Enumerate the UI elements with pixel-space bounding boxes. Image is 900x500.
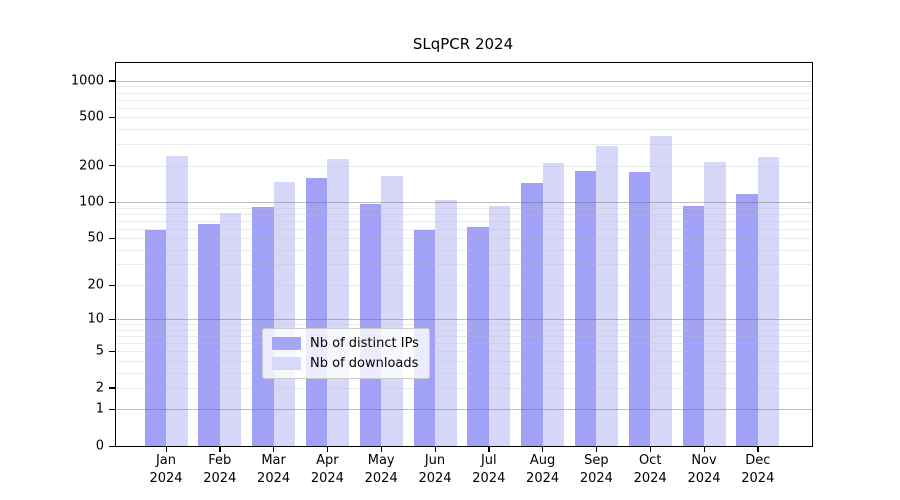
bar-downloads-aug [542, 163, 565, 446]
y-tick-label-100: 100 [79, 194, 104, 210]
gridline-minor-300 [116, 144, 812, 146]
gridline-major-1000 [116, 80, 812, 82]
y-tick-label-1000: 1000 [70, 73, 104, 89]
y-tick-1000 [109, 80, 115, 82]
y-tick-10 [109, 318, 115, 321]
bar-downloads-sep [596, 145, 618, 446]
y-tick-label-500: 500 [79, 109, 104, 125]
gridline-minor-700 [116, 99, 812, 101]
bar-downloads-feb [219, 213, 242, 446]
x-tick-label-may: May 2024 [364, 453, 398, 486]
x-tick-mar [273, 446, 275, 452]
gridline-minor-900 [116, 86, 812, 88]
x-tick-apr [326, 446, 329, 452]
y-tick-0 [109, 445, 115, 447]
y-tick-1 [109, 408, 115, 411]
x-tick-label-aug: Aug 2024 [526, 453, 560, 486]
bar-ips-dec [736, 193, 758, 446]
bar-downloads-dec [757, 157, 780, 446]
chart-title: SLqPCR 2024 [412, 35, 514, 53]
y-tick-label-200: 200 [79, 158, 104, 174]
y-tick-label-5: 5 [95, 343, 104, 359]
x-tick-aug [542, 446, 544, 452]
x-tick-label-mar: Mar 2024 [257, 453, 291, 486]
x-tick-jun [434, 446, 436, 452]
bar-ips-apr [305, 178, 328, 446]
x-tick-label-jan: Jan 2024 [149, 453, 183, 486]
legend-label-distinct-ips: Nb of distinct IPs [310, 336, 419, 351]
y-tick-label-50: 50 [87, 230, 104, 246]
bar-downloads-jan [166, 156, 188, 446]
bar-ips-jan [144, 230, 166, 446]
bar-ips-feb [198, 223, 220, 446]
x-tick-sep [595, 446, 598, 452]
bar-ips-oct [628, 171, 651, 446]
y-tick-500 [109, 116, 115, 119]
legend-item-downloads: Nb of downloads [272, 356, 419, 371]
legend-swatch-downloads [272, 357, 301, 370]
gridline-minor-400 [116, 129, 812, 131]
bar-downloads-apr [327, 158, 349, 446]
bar-downloads-jul [488, 205, 511, 446]
y-tick-label-20: 20 [87, 277, 104, 293]
y-tick-20 [109, 284, 115, 286]
bar-downloads-mar [273, 181, 296, 446]
legend: Nb of distinct IPs Nb of downloads [262, 328, 430, 379]
bar-downloads-may [381, 176, 403, 446]
y-tick-200 [109, 165, 115, 167]
x-tick-may [380, 446, 382, 452]
x-tick-label-oct: Oct 2024 [633, 453, 667, 486]
bar-ips-jul [467, 226, 489, 446]
bar-ips-aug [521, 182, 543, 446]
y-tick-50 [109, 237, 115, 239]
x-tick-label-sep: Sep 2024 [579, 453, 613, 486]
bar-ips-nov [682, 205, 704, 446]
y-tick-100 [109, 201, 115, 203]
x-tick-label-jun: Jun 2024 [418, 453, 452, 486]
bar-ips-mar [252, 206, 274, 446]
gridline-minor-600 [116, 107, 812, 109]
gridline-minor-800 [116, 92, 812, 94]
x-tick-feb [219, 446, 221, 452]
y-tick-label-1: 1 [95, 401, 104, 417]
y-tick-label-10: 10 [87, 311, 104, 327]
legend-swatch-distinct-ips [272, 337, 301, 350]
x-tick-label-feb: Feb 2024 [203, 453, 237, 486]
x-tick-label-jul: Jul 2024 [472, 453, 506, 486]
y-tick-5 [109, 350, 115, 353]
x-tick-oct [649, 446, 651, 452]
x-tick-nov [703, 446, 705, 452]
legend-label-downloads: Nb of downloads [310, 356, 419, 371]
y-tick-label-2: 2 [95, 380, 104, 396]
bar-downloads-jun [435, 199, 457, 446]
y-tick-label-0: 0 [95, 438, 104, 454]
gridline-minor-500 [116, 117, 812, 119]
x-tick-label-dec: Dec 2024 [741, 453, 775, 486]
x-tick-jul [488, 446, 490, 452]
bar-downloads-nov [704, 162, 726, 446]
bar-downloads-oct [650, 135, 672, 446]
bar-ips-sep [574, 171, 597, 446]
bar-ips-may [359, 203, 382, 446]
x-tick-dec [757, 446, 759, 452]
y-tick-2 [109, 387, 115, 389]
x-tick-jan [165, 446, 167, 452]
plot-area: 0 1 2 5 10 20 50 100 200 500 1000 Jan 2024 Feb 2024 Mar… [71, 62, 813, 486]
x-tick-label-apr: Apr 2024 [310, 453, 344, 486]
x-tick-label-nov: Nov 2024 [687, 453, 721, 486]
legend-item-distinct-ips: Nb of distinct IPs [272, 336, 419, 351]
